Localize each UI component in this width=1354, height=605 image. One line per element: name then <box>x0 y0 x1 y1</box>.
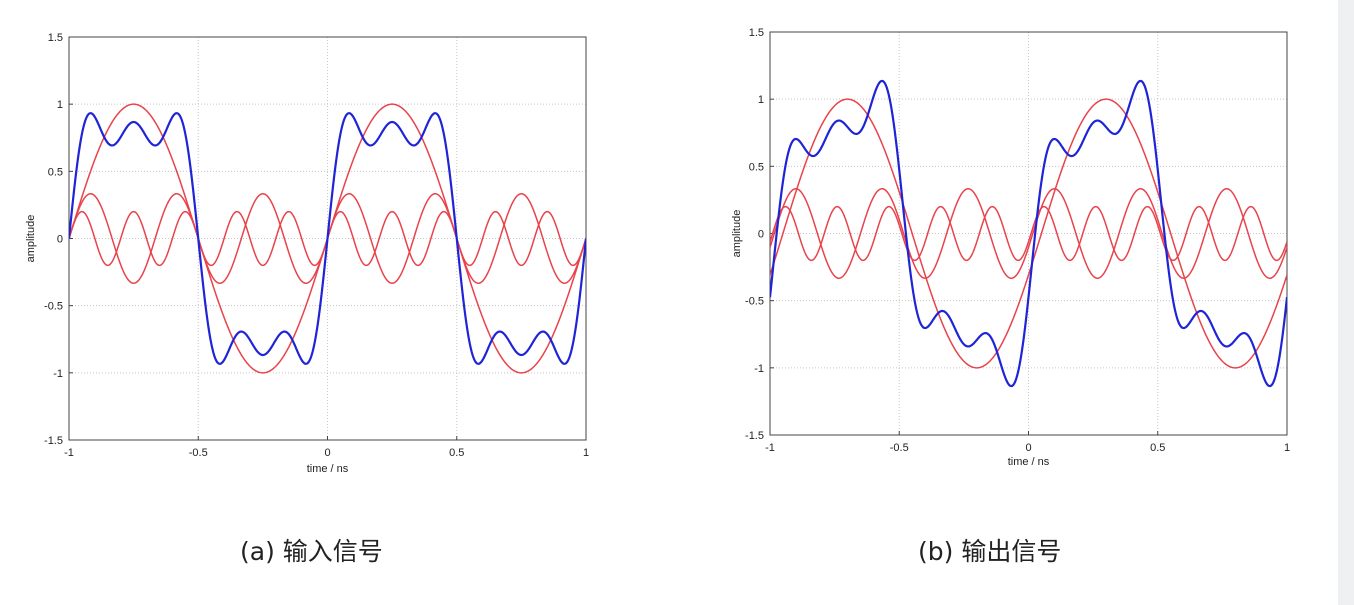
x-tick-label: 0.5 <box>449 447 464 459</box>
y-axis-label: amplitude <box>731 210 743 258</box>
right-edge-strip <box>1338 0 1354 605</box>
x-tick-label: 0 <box>1025 442 1031 454</box>
x-tick-label: 0.5 <box>1150 442 1165 454</box>
x-tick-label: -0.5 <box>890 442 909 454</box>
series-sum-line-input <box>69 112 586 365</box>
y-axis-label: amplitude <box>25 215 37 263</box>
series-harmonic-1-line-output <box>770 98 1287 369</box>
y-tick-label: -0.5 <box>745 296 764 308</box>
y-tick-label: -1.5 <box>44 435 63 447</box>
caption-output-signal: (b) 输出信号 <box>918 537 1062 566</box>
y-tick-label: 0.5 <box>48 166 63 178</box>
caption-input-signal: (a) 输入信号 <box>240 537 383 566</box>
x-axis-label: time / ns <box>1008 456 1050 468</box>
series-sum-line-output <box>770 79 1287 388</box>
y-tick-label: 1 <box>758 94 764 106</box>
y-tick-label: -1 <box>754 363 764 375</box>
y-tick-label: 1.5 <box>749 27 764 39</box>
y-tick-label: 1 <box>57 99 63 111</box>
x-tick-label: 1 <box>1284 442 1290 454</box>
x-tick-label: -1 <box>765 442 775 454</box>
y-tick-label: -0.5 <box>44 301 63 313</box>
y-tick-label: 0 <box>57 234 63 246</box>
y-tick-label: -1.5 <box>745 430 764 442</box>
y-tick-label: 0.5 <box>749 161 764 173</box>
y-tick-label: 0 <box>758 229 764 241</box>
y-tick-label: -1 <box>53 368 63 380</box>
x-tick-label: 0 <box>324 447 330 459</box>
x-tick-label: 1 <box>583 447 589 459</box>
series-harmonic-5-line-output <box>770 205 1287 262</box>
x-tick-label: -0.5 <box>189 447 208 459</box>
y-tick-label: 1.5 <box>48 32 63 44</box>
x-axis-label: time / ns <box>307 463 349 475</box>
series-harmonic-3-line-output <box>770 188 1287 279</box>
x-tick-label: -1 <box>64 447 74 459</box>
